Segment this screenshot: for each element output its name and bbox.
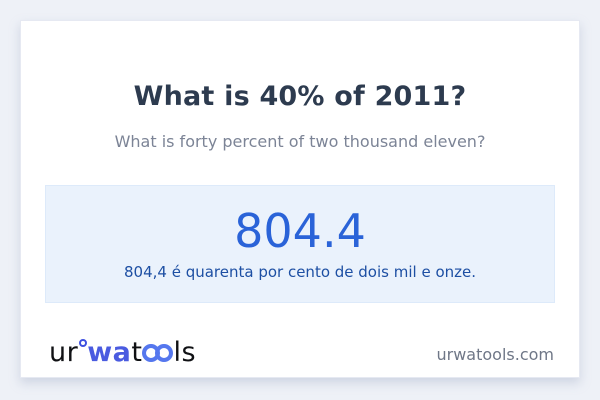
logo-text-t: t	[131, 337, 143, 368]
question-card: What is 40% of 2011? What is forty perce…	[20, 20, 580, 378]
answer-sentence: 804,4 é quarenta por cento de dois mil e…	[123, 263, 477, 282]
site-domain: urwatools.com	[436, 345, 555, 364]
logo-text-wa: wa	[87, 337, 132, 368]
logo-oo-icon	[142, 340, 174, 367]
logo-text-ur: ur	[49, 337, 79, 368]
page-title: What is 40% of 2011?	[133, 81, 467, 112]
answer-value: 804.4	[234, 203, 366, 258]
logo-text-ls: ls	[173, 337, 197, 368]
urwatools-logo: ur wat ls	[49, 339, 196, 367]
page-subtitle: What is forty percent of two thousand el…	[114, 132, 486, 151]
logo-o-circle-right	[155, 344, 174, 362]
card-footer: ur wat ls urwatools.com	[49, 339, 554, 367]
logo-ring-icon	[79, 339, 88, 347]
answer-box: 804.4 804,4 é quarenta por cento de dois…	[45, 185, 555, 303]
